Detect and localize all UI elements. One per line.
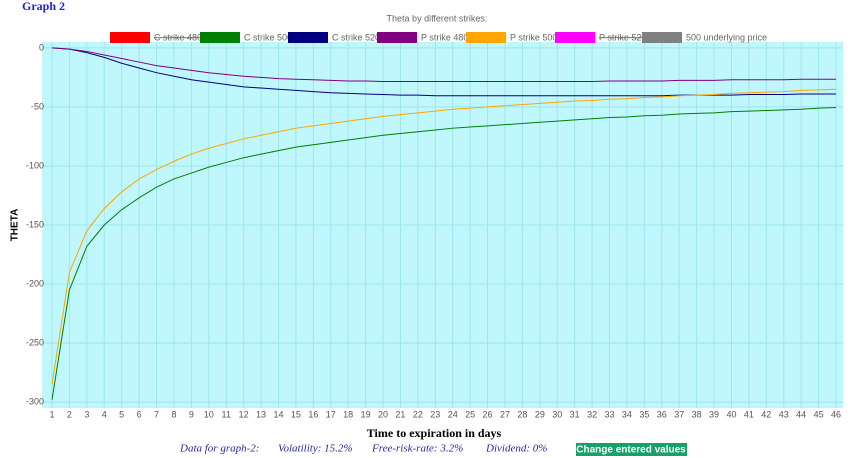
- button[interactable]: Change entered values: [576, 443, 687, 456]
- x-tick-label: 33: [605, 409, 615, 419]
- x-tick-label: 19: [361, 409, 371, 419]
- chart-title: Theta by different strikes:: [387, 13, 488, 23]
- x-tick-label: 29: [535, 409, 545, 419]
- button-label[interactable]: Change entered values: [576, 445, 686, 456]
- legend-item[interactable]: C strike 480: [110, 32, 202, 43]
- legend-label[interactable]: C strike 520: [332, 32, 380, 42]
- legend-swatch[interactable]: [555, 32, 595, 43]
- graph-title: Graph 2: [22, 0, 65, 13]
- y-tick-label: -300: [26, 396, 44, 406]
- legend-swatch[interactable]: [200, 32, 240, 43]
- legend-item[interactable]: C strike 500: [200, 32, 292, 43]
- legend-swatch[interactable]: [288, 32, 328, 43]
- x-tick-label: 26: [483, 409, 493, 419]
- x-tick-label: 31: [570, 409, 580, 419]
- legend-label[interactable]: P strike 480: [421, 32, 468, 42]
- footer-item: Volatility: 15.2%: [278, 443, 353, 455]
- footer-item: Dividend: 0%: [485, 443, 547, 455]
- legend-label[interactable]: C strike 480: [154, 32, 202, 42]
- x-tick-label: 10: [204, 409, 214, 419]
- x-tick-label: 1: [49, 409, 54, 419]
- y-axis-label: THETA: [10, 209, 21, 242]
- x-tick-label: 45: [814, 409, 824, 419]
- x-tick-label: 16: [308, 409, 318, 419]
- x-tick-label: 8: [171, 409, 176, 419]
- y-tick-label: -100: [26, 160, 44, 170]
- y-tick-label: -200: [26, 278, 44, 288]
- x-tick-label: 35: [639, 409, 649, 419]
- x-tick-label: 13: [256, 409, 266, 419]
- x-tick-label: 37: [674, 409, 684, 419]
- legend-swatch[interactable]: [110, 32, 150, 43]
- legend-item[interactable]: 500 underlying price: [642, 32, 767, 43]
- x-tick-label: 39: [709, 409, 719, 419]
- x-tick-label: 32: [587, 409, 597, 419]
- x-tick-label: 2: [67, 409, 72, 419]
- x-tick-label: 20: [378, 409, 388, 419]
- footer-item: Free-risk-rate: 3.2%: [371, 443, 463, 455]
- x-tick-label: 28: [517, 409, 527, 419]
- x-tick-label: 27: [500, 409, 510, 419]
- x-tick-label: 5: [119, 409, 124, 419]
- legend-swatch[interactable]: [377, 32, 417, 43]
- legend-swatch[interactable]: [466, 32, 506, 43]
- x-tick-label: 42: [761, 409, 771, 419]
- x-tick-label: 36: [657, 409, 667, 419]
- y-tick-label: 0: [39, 42, 44, 52]
- x-tick-label: 24: [448, 409, 458, 419]
- x-tick-label: 46: [831, 409, 841, 419]
- legend-item[interactable]: C strike 520: [288, 32, 380, 43]
- x-tick-label: 21: [395, 409, 405, 419]
- y-tick-label: -50: [31, 101, 44, 111]
- x-tick-label: 40: [726, 409, 736, 419]
- legend-label[interactable]: 500 underlying price: [686, 32, 767, 42]
- x-tick-label: 3: [84, 409, 89, 419]
- x-tick-label: 15: [291, 409, 301, 419]
- line: [51, 107, 837, 400]
- y-tick-label: -150: [26, 219, 44, 229]
- x-tick-label: 17: [326, 409, 336, 419]
- x-tick-label: 30: [552, 409, 562, 419]
- x-tick-label: 34: [622, 409, 632, 419]
- button-bg[interactable]: [576, 443, 687, 456]
- footer-label: Data for graph-2:: [179, 443, 259, 455]
- x-tick-label: 25: [465, 409, 475, 419]
- x-tick-label: 12: [239, 409, 249, 419]
- line: [51, 88, 837, 385]
- x-tick-label: 18: [343, 409, 353, 419]
- legend-item[interactable]: P strike 480: [377, 32, 468, 43]
- x-tick-label: 22: [413, 409, 423, 419]
- legend-swatch[interactable]: [642, 32, 682, 43]
- x-tick-label: 38: [692, 409, 702, 419]
- x-tick-label: 43: [779, 409, 789, 419]
- x-tick-label: 9: [189, 409, 194, 419]
- legend-label[interactable]: C strike 500: [244, 32, 292, 42]
- x-tick-label: 23: [430, 409, 440, 419]
- legend-item[interactable]: P strike 520: [555, 32, 646, 43]
- legend-label[interactable]: P strike 520: [599, 32, 646, 42]
- legend-item[interactable]: P strike 500: [466, 32, 557, 43]
- x-tick-label: 14: [273, 409, 283, 419]
- x-axis-label: Time to expiration in days: [367, 426, 502, 440]
- x-tick-label: 4: [102, 409, 107, 419]
- x-tick-label: 6: [137, 409, 142, 419]
- x-tick-label: 11: [222, 409, 231, 419]
- x-tick-label: 41: [744, 409, 754, 419]
- x-tick-label: 7: [154, 409, 159, 419]
- line: [51, 47, 836, 83]
- y-tick-label: -250: [26, 337, 44, 347]
- legend-label[interactable]: P strike 500: [510, 32, 557, 42]
- x-tick-label: 44: [796, 409, 806, 419]
